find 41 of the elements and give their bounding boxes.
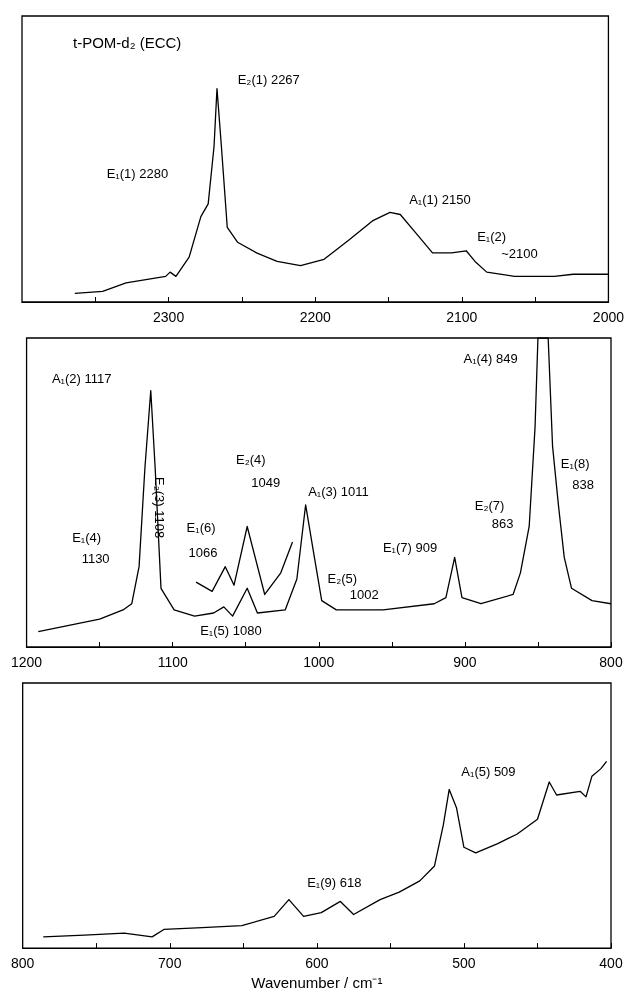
annotation: E₂(3) 1108: [151, 477, 167, 539]
annotation: 1002: [349, 586, 379, 602]
annotation: 838: [572, 476, 594, 492]
annotation: E₂(4): [236, 451, 266, 467]
text: E₂(1) 2267: [237, 71, 300, 87]
annotation: A₁(5) 509: [461, 764, 516, 780]
annotation: A₁(3) 1011: [308, 483, 369, 499]
annotation: E₁(9) 618: [307, 875, 362, 890]
annotation: 863: [491, 516, 514, 532]
x-tick-label: 400: [599, 955, 623, 972]
annotation: A₁(4) 849: [463, 350, 518, 366]
x-tick-label: 800: [599, 654, 623, 670]
annotation: A₁(1) 2150: [409, 191, 471, 207]
annotation: 1130: [81, 550, 110, 566]
x-tick-label: 700: [158, 955, 182, 972]
x-tick-label: 2100: [446, 309, 478, 325]
x-tick-label: 2300: [153, 309, 185, 325]
annotation: E₁(6): [186, 520, 216, 536]
annotation: E₁(8): [560, 455, 590, 471]
annotation: A₁(2) 1117: [51, 370, 112, 386]
annotation: 1066: [188, 544, 218, 560]
x-tick-label: 2000: [592, 309, 625, 325]
x-tick-label: 600: [305, 955, 329, 972]
x-tick-label: 900: [453, 654, 477, 670]
x-tick-label: 2200: [299, 309, 331, 325]
x-tick-label: 500: [452, 955, 476, 972]
chart-title: t-POM-d₂ (ECC): [73, 34, 182, 51]
annotation: E₁(4): [72, 530, 102, 546]
x-tick-label: 800: [11, 955, 35, 972]
annotation: 1049: [251, 474, 281, 490]
x-tick-label: 1000: [303, 654, 335, 670]
x-axis-title: Wavenumber / cm⁻¹: [251, 974, 383, 991]
annotation: E₂(7): [474, 498, 505, 514]
annotation: ~2100: [501, 245, 538, 261]
x-tick-label: 1100: [157, 654, 188, 670]
annotation: E₁(1) 2280: [106, 165, 169, 181]
annotation: E₂(5): [327, 570, 358, 586]
x-tick-label: 1200: [10, 654, 43, 670]
annotation: E₁(2): [477, 229, 507, 245]
annotation: E₁(5) 1080: [200, 623, 262, 639]
annotation: E₁(7) 909: [382, 539, 438, 555]
